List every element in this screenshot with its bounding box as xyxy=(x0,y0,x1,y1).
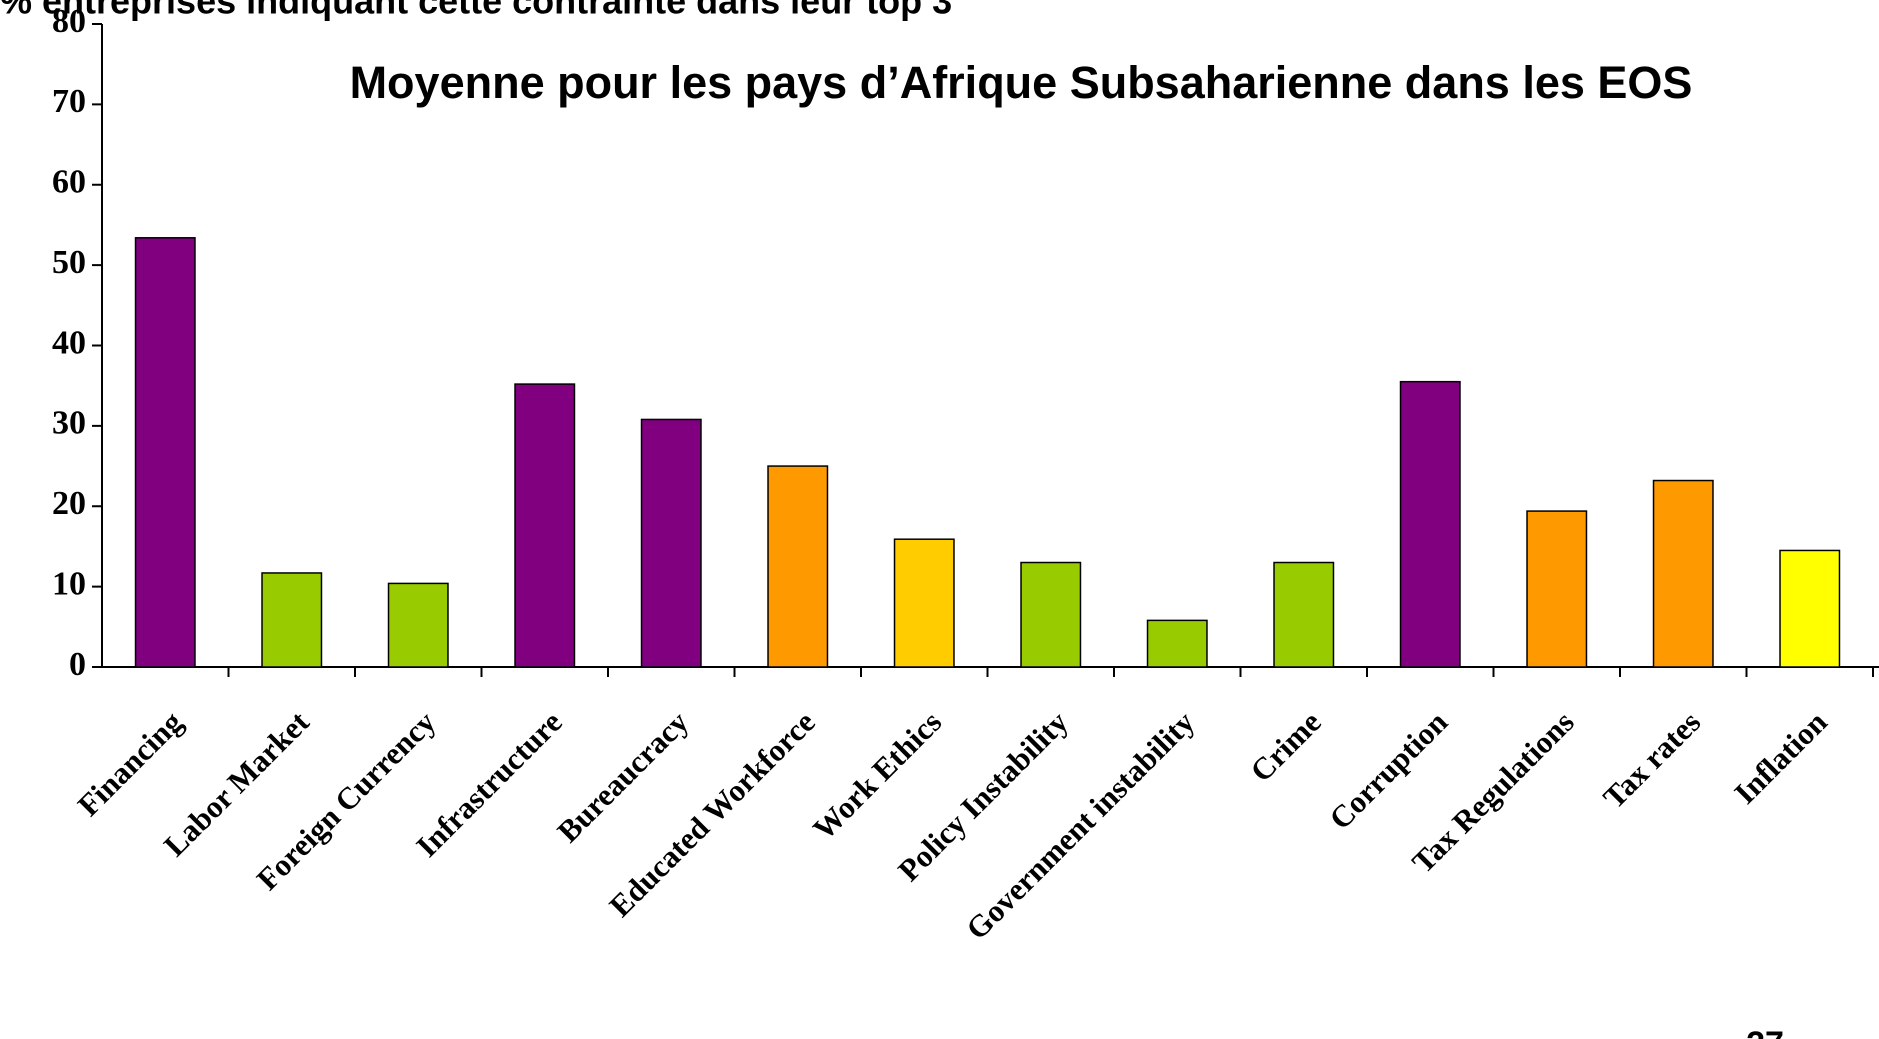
y-axis-label: % entreprises indiquant cette contrainte… xyxy=(0,0,952,22)
x-tick-label: Crime xyxy=(1243,704,1327,788)
y-tick-label: 60 xyxy=(52,164,86,201)
x-tick-label: Financing xyxy=(71,704,190,823)
bar xyxy=(1526,510,1588,668)
x-tick-label: Inflation xyxy=(1727,704,1833,810)
bar xyxy=(261,572,323,668)
bar xyxy=(893,538,955,668)
y-tick-label: 30 xyxy=(52,405,86,442)
chart-title: Moyenne pour les pays d’Afrique Subsahar… xyxy=(350,57,1693,108)
y-tick-label: 0 xyxy=(69,646,86,683)
x-tick-label: Work Ethics xyxy=(806,704,948,846)
y-tick-label: 50 xyxy=(52,244,86,281)
bar xyxy=(767,465,829,668)
bar xyxy=(1652,479,1714,668)
y-tick-label: 20 xyxy=(52,485,86,522)
y-tick-label: 70 xyxy=(52,83,86,120)
y-tick-label: 80 xyxy=(52,3,86,40)
x-tick-label: Tax rates xyxy=(1596,704,1707,815)
bar xyxy=(1779,549,1841,668)
x-tick-label: Educated Workforce xyxy=(602,704,821,923)
bar xyxy=(514,383,576,668)
bar xyxy=(1020,561,1082,668)
x-tick-label: Corruption xyxy=(1322,704,1454,836)
x-tick-label: Government instability xyxy=(959,704,1201,946)
y-tick-label: 40 xyxy=(52,324,86,361)
bar xyxy=(1146,619,1208,668)
y-tick-label: 10 xyxy=(52,565,86,602)
bar xyxy=(1399,380,1461,668)
bar xyxy=(134,237,196,668)
page-number: 27 xyxy=(1746,1025,1784,1039)
bar xyxy=(387,582,449,668)
bar xyxy=(640,418,702,668)
bar xyxy=(1273,561,1335,668)
